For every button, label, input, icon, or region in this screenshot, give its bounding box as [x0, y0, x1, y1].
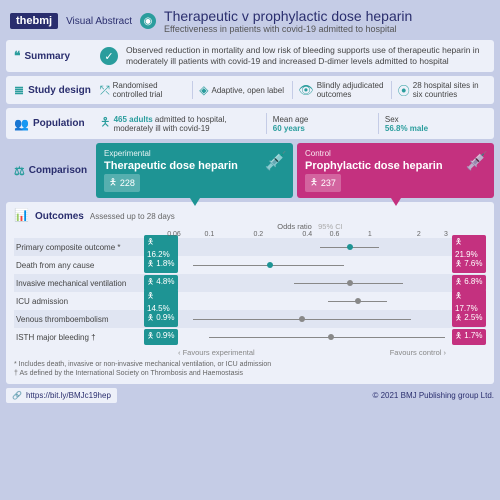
- ctrl-value: 🯅 21.9%: [452, 235, 486, 260]
- forest-plot: [182, 256, 448, 274]
- summary-label: Summary: [24, 51, 70, 62]
- arrow-down-icon: [190, 198, 200, 206]
- favours-labels: ‹ Favours experimental Favours control ›: [178, 348, 446, 357]
- copyright: © 2021 BMJ Publishing group Ltd.: [372, 391, 494, 400]
- check-icon: ✓: [100, 47, 118, 65]
- exp-value: 🯅 1.8%: [144, 257, 178, 273]
- arm-n-badge: 🯅 228: [104, 174, 140, 192]
- design-item: ⤱Randomised controlled trial: [100, 81, 188, 99]
- ctrl-value: 🯅 17.7%: [452, 289, 486, 314]
- population-card: 👥 Population 🯅465 adults admitted to hosp…: [6, 108, 494, 139]
- eye-icon: ◉: [140, 13, 156, 29]
- design-item: ◈Adaptive, open label: [192, 81, 287, 99]
- visual-abstract-label: Visual Abstract: [66, 16, 132, 27]
- arm-name: Prophylactic dose heparin: [305, 160, 486, 172]
- summary-text: Observed reduction in mortality and low …: [126, 45, 486, 67]
- people-icon: 👥: [14, 117, 29, 131]
- subtitle: Effectiveness in patients with covid-19 …: [164, 24, 412, 34]
- experimental-arm: Experimental Therapeutic dose heparin 🯅 …: [96, 143, 293, 198]
- outcomes-label: Outcomes: [35, 211, 84, 222]
- person-icon: 🯅: [100, 113, 111, 134]
- arm-name: Therapeutic dose heparin: [104, 160, 285, 172]
- forest-plot: [182, 328, 448, 346]
- forest-plot: [182, 274, 448, 292]
- outcomes-sub: Assessed up to 28 days: [90, 212, 175, 221]
- forest-plot: [182, 292, 448, 310]
- outcome-row: Death from any cause🯅 1.8%🯅 7.6%: [14, 256, 486, 274]
- syringe-icon: 💉: [466, 151, 488, 172]
- outcome-row: Venous thromboembolism🯅 0.9%🯅 2.5%: [14, 310, 486, 328]
- link-icon: 🔗: [12, 391, 22, 400]
- pin-icon: ⦿: [398, 82, 410, 99]
- control-arm: Control Prophylactic dose heparin 🯅 237 …: [297, 143, 494, 198]
- design-item: 👁Blindly adjudicated outcomes: [292, 81, 387, 99]
- outcome-row: ISTH major bleeding †🯅 0.9%🯅 1.7%: [14, 328, 486, 346]
- design-label: Study design: [28, 85, 91, 96]
- blind-icon: 👁: [299, 83, 314, 97]
- forest-axis: Odds ratio 95% CI 0.060.10.20.40.6123: [174, 224, 446, 238]
- outcome-row: ICU admission🯅 14.5%🯅 17.7%: [14, 292, 486, 310]
- forest-rows: Primary composite outcome *🯅 16.2%🯅 21.9…: [14, 238, 486, 346]
- comparison-row: ⚖ Comparison Experimental Therapeutic dos…: [6, 143, 494, 198]
- ctrl-value: 🯅 1.7%: [452, 329, 486, 345]
- footer: 🔗https://bit.ly/BMJc19hep © 2021 BMJ Pub…: [6, 388, 494, 403]
- list-icon: ≣: [14, 83, 24, 97]
- design-card: ≣ Study design ⤱Randomised controlled tri…: [6, 76, 494, 104]
- outcome-row: Invasive mechanical ventilation🯅 4.8%🯅 6…: [14, 274, 486, 292]
- pop-sex: Sex56.8% male: [378, 113, 486, 134]
- favours-exp: ‹ Favours experimental: [178, 348, 255, 357]
- outcome-row: Primary composite outcome *🯅 16.2%🯅 21.9…: [14, 238, 486, 256]
- share-icon: ⤱: [100, 83, 110, 98]
- arrow-down-icon: [391, 198, 401, 206]
- header: thebmj Visual Abstract ◉ Therapeutic v p…: [6, 6, 494, 40]
- scale-icon: ⚖: [14, 164, 25, 178]
- comp-label: Comparison: [29, 165, 87, 176]
- exp-value: 🯅 16.2%: [144, 235, 178, 260]
- forest-plot: [182, 310, 448, 328]
- title: Therapeutic v prophylactic dose heparin: [164, 8, 412, 24]
- arm-tag: Experimental: [104, 149, 285, 158]
- ctrl-value: 🯅 2.5%: [452, 311, 486, 327]
- bmj-logo: thebmj: [10, 13, 58, 29]
- exp-value: 🯅 0.9%: [144, 329, 178, 345]
- design-item: ⦿28 hospital sites in six countries: [391, 81, 486, 99]
- label-icon: ◈: [199, 83, 208, 97]
- footnotes: * Includes death, invasive or non-invasi…: [14, 360, 486, 378]
- quote-icon: ❝: [14, 49, 20, 63]
- pop-age: Mean age60 years: [266, 113, 374, 134]
- bars-icon: 📊: [14, 208, 29, 222]
- url-badge[interactable]: 🔗https://bit.ly/BMJc19hep: [6, 388, 117, 403]
- ctrl-value: 🯅 7.6%: [452, 257, 486, 273]
- outcomes-card: 📊 Outcomes Assessed up to 28 days Odds r…: [6, 202, 494, 384]
- arm-tag: Control: [305, 149, 486, 158]
- pop-label: Population: [33, 118, 85, 129]
- forest-plot: [182, 238, 448, 256]
- arm-n-badge: 🯅 237: [305, 174, 341, 192]
- exp-value: 🯅 0.9%: [144, 311, 178, 327]
- syringe-icon: 💉: [265, 151, 287, 172]
- favours-ctrl: Favours control ›: [390, 348, 446, 357]
- pop-n: 🯅465 adults admitted to hospital, modera…: [100, 113, 262, 134]
- exp-value: 🯅 14.5%: [144, 289, 178, 314]
- summary-card: ❝ Summary ✓ Observed reduction in mortali…: [6, 40, 494, 72]
